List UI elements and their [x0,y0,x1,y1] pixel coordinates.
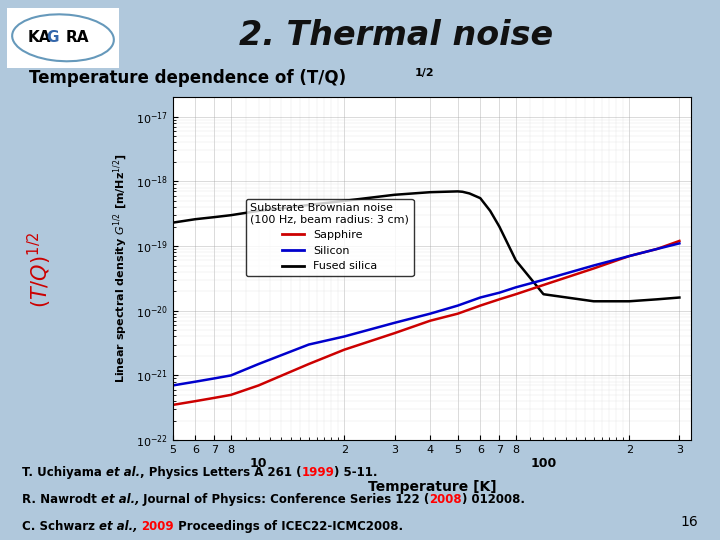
Text: ) 012008.: ) 012008. [462,493,525,506]
Sapphire [495,296,504,302]
Text: 16: 16 [680,515,698,529]
Text: 10: 10 [250,457,267,470]
Fused silica [486,207,495,214]
Fused silica [476,195,485,201]
Line: Silicon: Silicon [173,244,680,386]
Sapphire [227,392,235,398]
Line: Fused silica: Fused silica [173,191,680,301]
Text: C. Schwarz: C. Schwarz [22,520,99,533]
Sapphire [652,246,661,252]
Text: $(T/Q)^{1/2}$: $(T/Q)^{1/2}$ [25,232,54,308]
Sapphire [340,347,348,353]
Text: et al.,: et al., [101,493,139,506]
Silicon [168,382,177,389]
Fused silica [454,188,462,194]
Text: 1999: 1999 [301,466,334,479]
Silicon [210,375,219,382]
Sapphire [454,310,462,317]
Text: RA: RA [66,30,89,45]
Silicon [426,310,434,317]
Fused silica [652,296,661,302]
Silicon [476,294,485,301]
Silicon [227,372,235,379]
Sapphire [254,382,263,389]
Silicon [305,341,313,348]
Text: R. Nawrodt: R. Nawrodt [22,493,101,506]
Fused silica [254,207,263,214]
Fused silica [465,190,474,197]
Fused silica [495,224,504,230]
Fused silica [227,212,235,218]
Silicon [254,361,263,367]
Sapphire [625,253,634,259]
Text: Proceedings of ICEC22-ICMC2008.: Proceedings of ICEC22-ICMC2008. [174,520,403,533]
Text: 2. Thermal noise: 2. Thermal noise [239,18,553,52]
Text: et al.: et al. [106,466,140,479]
Silicon [590,262,598,269]
Text: , Physics Letters A 261 (: , Physics Letters A 261 ( [140,466,301,479]
Fused silica [539,291,548,298]
Sapphire [426,318,434,324]
Text: G: G [47,30,59,45]
Line: Sapphire: Sapphire [173,241,680,405]
Text: Journal of Physics: Conference Series 122 (: Journal of Physics: Conference Series 12… [139,493,429,506]
Silicon [511,284,520,291]
Fused silica [340,198,348,204]
Text: 100: 100 [531,457,557,470]
Silicon [191,379,199,385]
Sapphire [511,291,520,298]
Sapphire [168,402,177,408]
Silicon [390,320,399,326]
Sapphire [390,330,399,336]
Sapphire [191,398,199,404]
Text: Temperature dependence of (T/Q): Temperature dependence of (T/Q) [29,69,346,87]
Fused silica [511,257,520,264]
Silicon [495,289,504,296]
Fused silica [191,216,199,222]
Silicon [539,276,548,283]
Sapphire [305,361,313,367]
Fused silica [210,214,219,220]
Text: ) 5-11.: ) 5-11. [334,466,377,479]
Fused silica [390,192,399,198]
Sapphire [539,282,548,288]
Fused silica [675,294,684,301]
X-axis label: Temperature [K]: Temperature [K] [368,480,496,494]
Text: KA: KA [27,30,51,45]
Y-axis label: Linear spectral density $G^{1/2}$ [m/Hz$^{1/2}$]: Linear spectral density $G^{1/2}$ [m/Hz$… [112,154,130,383]
Fused silica [426,189,434,195]
Text: 1/2: 1/2 [415,68,434,78]
Sapphire [476,302,485,309]
Text: T. Uchiyama: T. Uchiyama [22,466,106,479]
Silicon [652,246,661,252]
Text: 2008: 2008 [429,493,462,506]
Silicon [625,253,634,259]
Sapphire [590,265,598,272]
Text: et al.,: et al., [99,520,138,533]
Legend: Sapphire, Silicon, Fused silica: Sapphire, Silicon, Fused silica [246,199,413,276]
Sapphire [210,395,219,401]
Text: 2009: 2009 [141,520,174,533]
Silicon [454,302,462,309]
Silicon [675,240,684,247]
Silicon [340,333,348,340]
Fused silica [458,188,467,195]
Fused silica [590,298,598,305]
Sapphire [675,238,684,244]
Fused silica [625,298,634,305]
Fused silica [168,219,177,226]
